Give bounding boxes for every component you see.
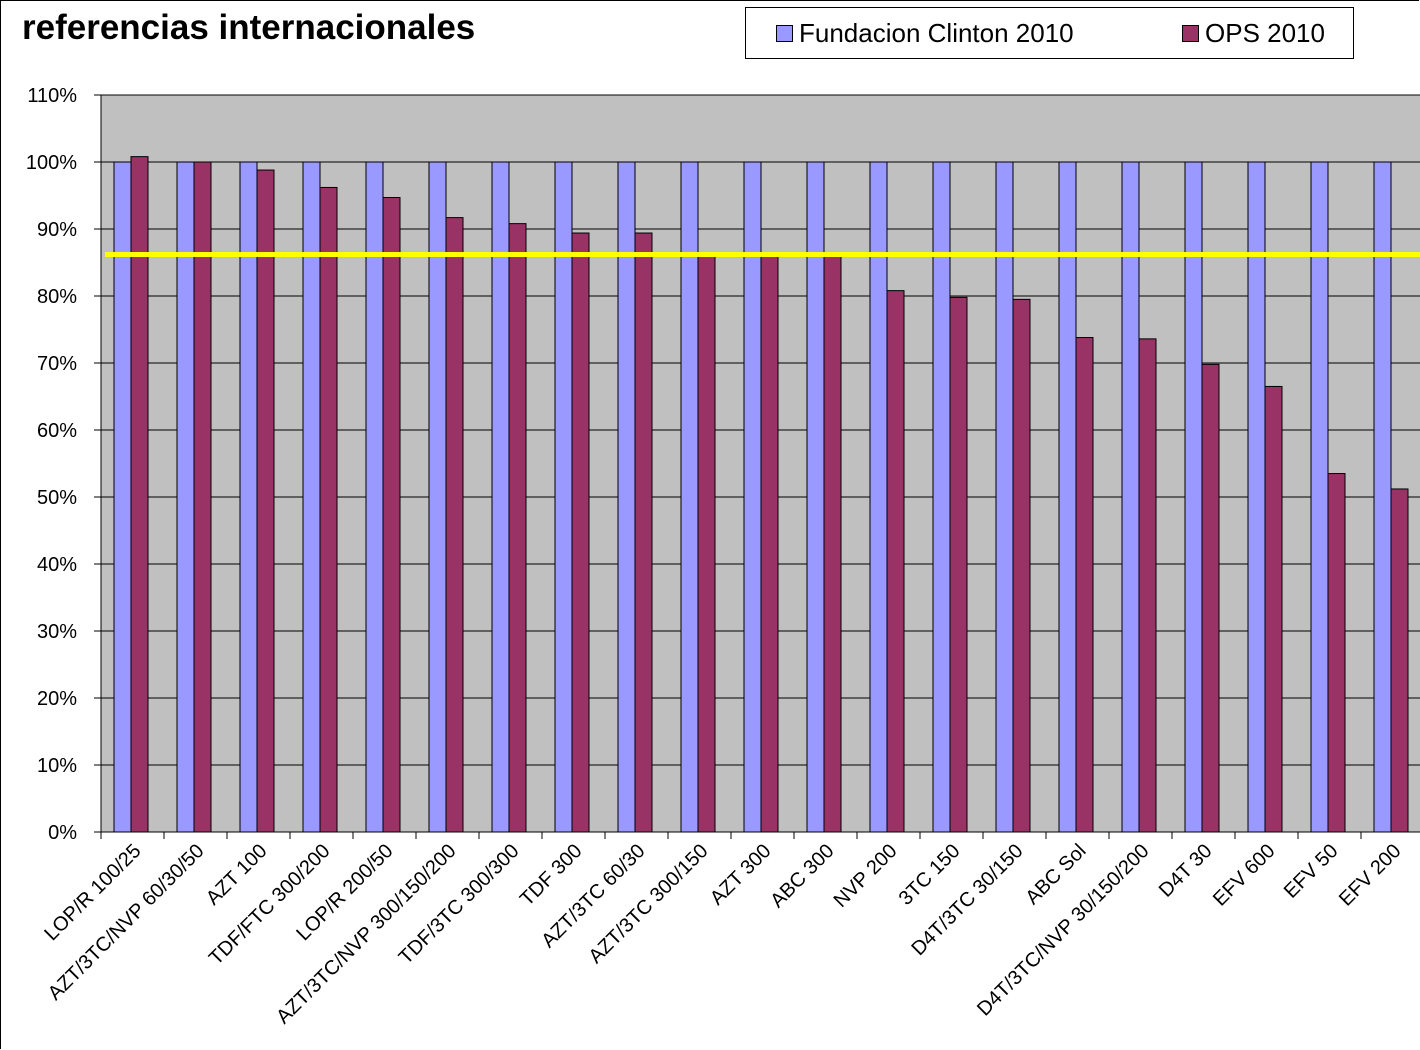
bar-clinton: [365, 161, 384, 833]
x-tick-label: AZT 300: [706, 840, 776, 910]
chart-title: referencias internacionales: [22, 8, 476, 47]
bar-ops: [256, 169, 275, 833]
bar-ops: [1138, 338, 1157, 833]
legend-label-ops: OPS 2010: [1205, 17, 1325, 48]
x-tick-label: EFV 600: [1209, 840, 1280, 911]
bar-clinton: [554, 161, 573, 833]
bar-clinton: [302, 161, 321, 833]
y-tick-label: 80%: [37, 286, 77, 308]
bar-ops: [319, 186, 338, 833]
x-tick-label: D4T 30: [1155, 840, 1217, 902]
bar-ops: [445, 217, 464, 833]
bar-clinton: [1373, 161, 1392, 833]
bar-ops: [1201, 363, 1220, 833]
bar-clinton: [806, 161, 825, 833]
y-tick-label: 50%: [37, 487, 77, 509]
bar-ops: [1327, 473, 1346, 833]
bar-clinton: [176, 161, 195, 833]
bar-ops: [949, 296, 968, 833]
y-tick-label: 10%: [37, 755, 77, 777]
bar-clinton: [239, 161, 258, 833]
x-tick-label: AZT/3TC 300/150: [585, 840, 713, 968]
bar-ops: [1075, 337, 1094, 833]
bar-clinton: [1247, 161, 1266, 833]
legend-swatch-ops: [1182, 24, 1199, 42]
legend: Fundacion Clinton 2010 OPS 2010: [745, 7, 1354, 59]
bar-clinton: [1121, 161, 1140, 833]
bar-ops: [193, 161, 212, 833]
bar-clinton: [869, 161, 888, 833]
x-tick-label: D4T/3TC 30/150: [907, 840, 1027, 960]
legend-swatch-clinton: [776, 24, 793, 42]
legend-item-clinton: Fundacion Clinton 2010: [776, 8, 1074, 58]
bar-clinton: [428, 161, 447, 833]
y-tick-label: 90%: [37, 219, 77, 241]
bar-clinton: [932, 161, 951, 833]
bar-ops: [886, 290, 905, 833]
y-tick-label: 110%: [27, 85, 77, 107]
x-tick-label: TDF/FTC 300/200: [205, 840, 335, 970]
legend-item-ops: OPS 2010: [1182, 8, 1325, 58]
y-tick-label: 30%: [37, 621, 77, 643]
bar-ops: [1012, 298, 1031, 833]
bar-ops: [508, 223, 527, 833]
bar-ops: [760, 255, 779, 833]
bar-ops: [382, 197, 401, 833]
x-tick-label: NVP 200: [830, 840, 902, 912]
bar-clinton: [1058, 161, 1077, 833]
x-tick-label: EFV 200: [1335, 840, 1406, 911]
bar-ops: [571, 232, 590, 833]
y-tick-label: 70%: [37, 353, 77, 375]
bar-ops: [1264, 385, 1283, 833]
bar-clinton: [1184, 161, 1203, 833]
bar-ops: [697, 255, 716, 833]
bar-ops: [634, 232, 653, 833]
bar-ops: [130, 156, 149, 833]
bar-ops: [1390, 488, 1409, 833]
y-tick-label: 100%: [26, 152, 77, 174]
y-tick-label: 60%: [37, 420, 77, 442]
x-tick-label: TDF/3TC 300/300: [395, 840, 524, 969]
bar-clinton: [743, 161, 762, 833]
y-tick-label: 40%: [37, 554, 77, 576]
y-tick-label: 0%: [48, 822, 77, 844]
bar-clinton: [491, 161, 510, 833]
bar-ops: [823, 255, 842, 833]
x-tick-label: EFV 50: [1280, 840, 1343, 903]
bar-clinton: [617, 161, 636, 833]
bar-clinton: [680, 161, 699, 833]
bar-clinton: [113, 161, 132, 833]
x-tick-label: ABC 300: [766, 840, 838, 912]
bar-clinton: [1310, 161, 1329, 833]
legend-label-clinton: Fundacion Clinton 2010: [799, 17, 1074, 48]
bar-clinton: [995, 161, 1014, 833]
y-tick-label: 20%: [37, 688, 77, 710]
